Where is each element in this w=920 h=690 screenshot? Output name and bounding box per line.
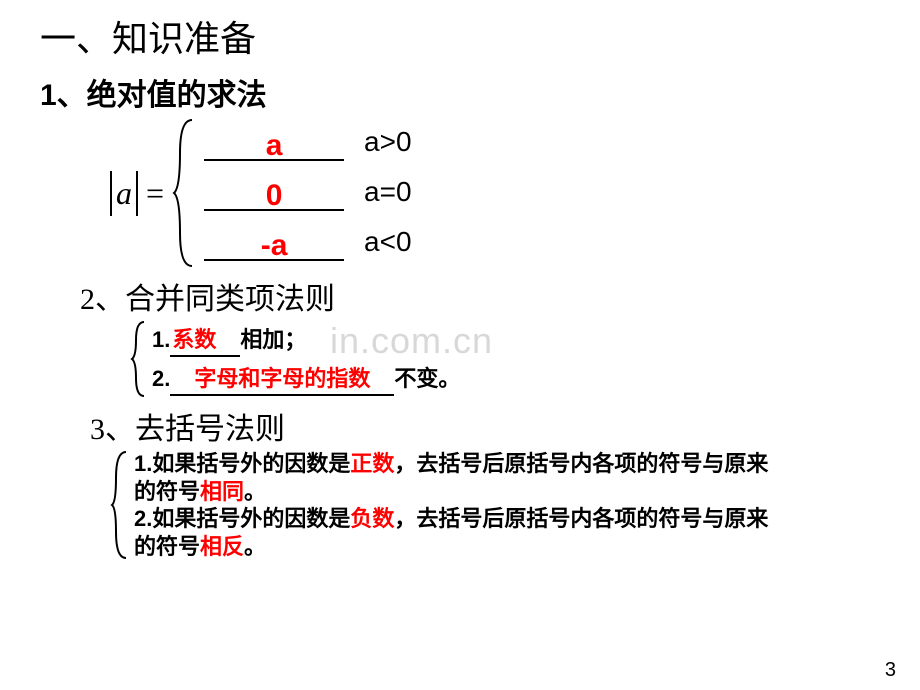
left-brace-icon [110, 450, 130, 560]
remove-brackets-rules: 1.如果括号外的因数是正数，去括号后原括号内各项的符号与原来的符号相同。 2.如… [110, 450, 920, 560]
page-title: 一、知识准备 [0, 0, 920, 62]
rule-list: 1.如果括号外的因数是正数，去括号后原括号内各项的符号与原来的符号相同。 2.如… [134, 450, 774, 560]
rule-tail: 相加； [240, 327, 306, 352]
rule-blank: 系数 [170, 322, 240, 357]
rule-item: 2.如果括号外的因数是负数，去括号后原括号内各项的符号与原来的符号相反。 [134, 505, 774, 560]
abs-a-symbol: a [110, 175, 138, 212]
slide-content: 一、知识准备 1、绝对值的求法 a = a a>0 0 a=0 -a a<0 2… [0, 0, 920, 560]
rule-item: 1.系数 相加； [152, 322, 460, 357]
section-1-heading: 1、绝对值的求法 [0, 62, 920, 114]
rule-number: 2. [152, 366, 170, 391]
case-condition: a>0 [364, 126, 412, 158]
left-brace-icon [172, 118, 198, 268]
rule-blank: 字母和字母的指数 [170, 361, 394, 396]
page-number: 3 [885, 659, 896, 682]
absolute-value-definition: a = a a>0 0 a=0 -a a<0 [110, 118, 920, 268]
rule-list: 1.系数 相加； 2. 字母和字母的指数 不变。 [152, 320, 460, 398]
rule-item: 1.如果括号外的因数是正数，去括号后原括号内各项的符号与原来的符号相同。 [134, 450, 774, 505]
equals-sign: = [146, 175, 164, 212]
case-condition: a=0 [364, 176, 412, 208]
section-3-heading: 3、去括号法则 [0, 404, 920, 448]
case-value: a [204, 125, 344, 161]
rule-number: 1. [152, 327, 170, 352]
rule-item: 2. 字母和字母的指数 不变。 [152, 361, 460, 396]
case-row: 0 a=0 [204, 175, 412, 211]
case-row: a a>0 [204, 125, 412, 161]
case-value: 0 [204, 175, 344, 211]
case-condition: a<0 [364, 226, 412, 258]
left-brace-icon [130, 320, 148, 398]
piecewise-cases: a a>0 0 a=0 -a a<0 [204, 118, 412, 268]
combine-like-terms-rules: 1.系数 相加； 2. 字母和字母的指数 不变。 [130, 320, 920, 398]
case-value: -a [204, 225, 344, 261]
case-row: -a a<0 [204, 225, 412, 261]
section-2-heading: 2、合并同类项法则 [0, 274, 920, 318]
rule-tail: 不变。 [394, 366, 460, 391]
